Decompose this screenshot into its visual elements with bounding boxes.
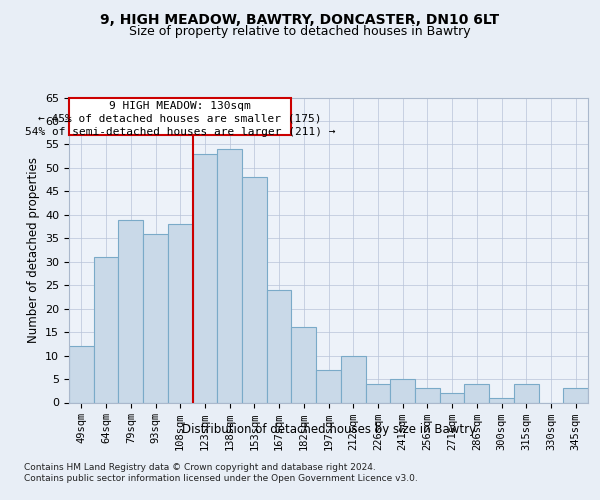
Bar [94,257,118,402]
Bar [464,384,489,402]
Y-axis label: Number of detached properties: Number of detached properties [26,157,40,343]
Bar [217,149,242,403]
Text: Contains public sector information licensed under the Open Government Licence v3: Contains public sector information licen… [24,474,418,483]
Text: ← 45% of detached houses are smaller (175): ← 45% of detached houses are smaller (17… [38,114,322,124]
Text: 9, HIGH MEADOW, BAWTRY, DONCASTER, DN10 6LT: 9, HIGH MEADOW, BAWTRY, DONCASTER, DN10 … [100,12,500,26]
FancyBboxPatch shape [69,98,292,135]
Bar [390,379,415,402]
Text: Contains HM Land Registry data © Crown copyright and database right 2024.: Contains HM Land Registry data © Crown c… [24,462,376,471]
Bar [118,220,143,402]
Bar [365,384,390,402]
Bar [489,398,514,402]
Bar [267,290,292,403]
Bar [242,178,267,402]
Bar [143,234,168,402]
Bar [316,370,341,402]
Bar [341,356,365,403]
Bar [193,154,217,402]
Bar [563,388,588,402]
Text: 54% of semi-detached houses are larger (211) →: 54% of semi-detached houses are larger (… [25,126,335,136]
Bar [69,346,94,403]
Text: 9 HIGH MEADOW: 130sqm: 9 HIGH MEADOW: 130sqm [109,102,251,112]
Bar [514,384,539,402]
Bar [168,224,193,402]
Bar [292,328,316,402]
Bar [415,388,440,402]
Text: Size of property relative to detached houses in Bawtry: Size of property relative to detached ho… [129,25,471,38]
Bar [440,393,464,402]
Text: Distribution of detached houses by size in Bawtry: Distribution of detached houses by size … [182,422,476,436]
